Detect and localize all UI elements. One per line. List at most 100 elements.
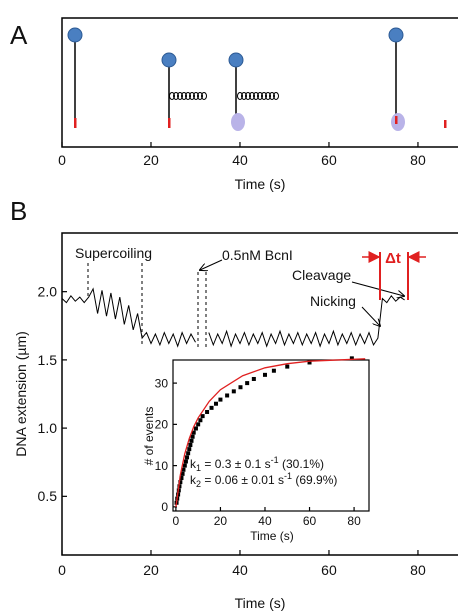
point	[349, 356, 354, 361]
annotation: Supercoiling	[75, 245, 152, 261]
point	[181, 467, 186, 472]
point	[225, 393, 230, 398]
x-tick-label: 0	[173, 514, 180, 528]
x-tick-label: 20	[214, 514, 228, 528]
point	[188, 442, 193, 447]
annotation: Cleavage	[292, 267, 351, 283]
x-tick-label: 20	[143, 562, 159, 578]
point	[213, 401, 218, 406]
rate-part: 1	[196, 463, 201, 473]
point	[238, 385, 243, 390]
panel-label: A	[10, 20, 28, 50]
point	[209, 405, 214, 410]
trace	[61, 287, 405, 348]
y-tick-label: 0	[161, 500, 168, 514]
point	[191, 430, 196, 435]
x-axis-label: Time (s)	[235, 595, 286, 611]
coil	[241, 92, 247, 100]
point	[245, 381, 250, 386]
point	[271, 368, 276, 373]
point	[198, 418, 203, 423]
rate-part: (30.1%)	[279, 457, 324, 471]
x-tick-label: 80	[410, 152, 426, 168]
coil	[269, 92, 275, 100]
annotation: 0.5nM BcnI	[222, 247, 293, 263]
point	[187, 447, 192, 452]
point	[182, 463, 187, 468]
coil	[245, 92, 251, 100]
point	[178, 480, 183, 485]
annotation: Δt	[385, 250, 401, 267]
point	[307, 360, 312, 365]
y-tick-label: 30	[155, 376, 169, 390]
fit-line	[175, 358, 366, 507]
point	[196, 422, 201, 427]
coil	[181, 92, 187, 100]
coil	[265, 92, 271, 100]
point	[177, 484, 182, 489]
rate-part: (69.9%)	[292, 473, 337, 487]
coil	[197, 92, 203, 100]
y-tick-label: 20	[155, 418, 169, 432]
point	[285, 364, 290, 369]
point	[190, 434, 195, 439]
point	[186, 451, 191, 456]
rate-part: k	[190, 457, 197, 471]
rate-label: k1 = 0.3 ± 0.1 s-1 (30.1%)	[190, 455, 324, 473]
x-tick-label: 60	[321, 562, 337, 578]
axes-frame	[61, 232, 458, 556]
inset-frame	[172, 359, 370, 512]
point	[218, 397, 223, 402]
coil	[257, 92, 263, 100]
x-tick-label: 20	[143, 152, 159, 168]
coil	[189, 92, 195, 100]
point	[183, 459, 188, 464]
x-tick-label: 40	[258, 514, 272, 528]
rate-part: -1	[284, 471, 292, 481]
point	[251, 376, 256, 381]
x-tick-label: 0	[58, 562, 66, 578]
y-axis-label: # of events	[142, 407, 156, 466]
x-axis-label: Time (s)	[250, 529, 294, 543]
rate-part: k	[190, 473, 197, 487]
annotation: Nicking	[310, 293, 356, 309]
coil	[177, 92, 183, 100]
rate-part: 2	[196, 479, 201, 489]
point	[262, 372, 267, 377]
y-tick-label: 1.0	[38, 420, 58, 436]
y-tick-label: 10	[155, 459, 169, 473]
y-tick-label: 2.0	[38, 284, 58, 300]
y-tick-label: 1.5	[38, 352, 58, 368]
x-tick-label: 80	[410, 562, 426, 578]
coil	[201, 92, 207, 100]
x-tick-label: 60	[321, 152, 337, 168]
point	[231, 389, 236, 394]
schematic	[67, 27, 447, 131]
point	[189, 438, 194, 443]
coil	[261, 92, 267, 100]
coil	[169, 92, 175, 100]
coil	[237, 92, 243, 100]
coil	[173, 92, 179, 100]
x-tick-label: 40	[232, 562, 248, 578]
rate-part: = 0.06 ± 0.01 s	[201, 473, 284, 487]
coil	[273, 92, 279, 100]
x-tick-label: 0	[58, 152, 66, 168]
x-tick-label: 60	[303, 514, 317, 528]
rate-part: = 0.3 ± 0.1 s	[201, 457, 271, 471]
guides	[87, 251, 426, 350]
point	[200, 414, 205, 419]
point	[205, 409, 210, 414]
panel-label: B	[10, 196, 27, 226]
rate-label: k2 = 0.06 ± 0.01 s-1 (69.9%)	[190, 471, 337, 489]
coil	[249, 92, 255, 100]
rate-part: -1	[271, 455, 279, 465]
y-tick-label: 0.5	[38, 488, 58, 504]
x-axis-label: Time (s)	[235, 176, 286, 192]
axes-frame	[61, 17, 458, 148]
point	[193, 426, 198, 431]
coil	[253, 92, 259, 100]
x-tick-label: 40	[232, 152, 248, 168]
